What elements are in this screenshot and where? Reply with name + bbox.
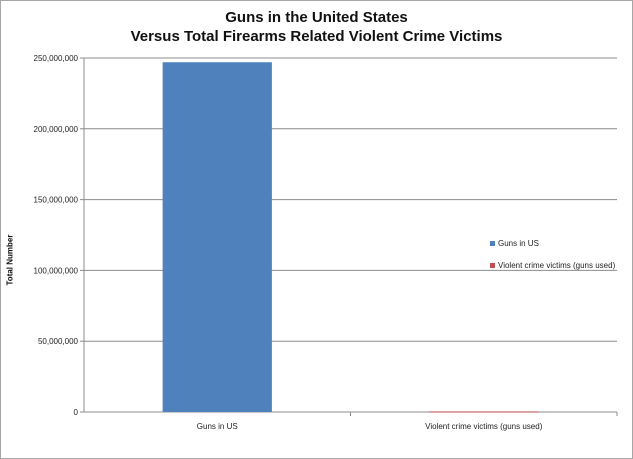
legend-swatch-crime [490,262,495,268]
y-tick-label: 250,000,000 [34,54,79,63]
bar-guns [162,62,272,413]
y-tick-label: 150,000,000 [34,196,79,205]
legend-item-guns: Guns in US [490,237,615,249]
x-tick-label: Guns in US [197,422,238,431]
bar-crime [429,411,539,413]
chart-title-line-2: Versus Total Firearms Related Violent Cr… [130,28,503,45]
y-tick-label: 100,000,000 [34,266,79,275]
chart-title-line-1: Guns in the United States [225,9,408,26]
legend-item-crime: Violent crime victims (guns used) [490,259,615,271]
legend: Guns in US Violent crime victims (guns u… [490,237,615,281]
x-tick-label: Violent crime victims (guns used) [425,422,543,431]
y-tick-label: 0 [74,408,79,417]
legend-label-crime: Violent crime victims (guns used) [498,260,616,270]
legend-swatch-guns [490,240,495,246]
legend-label-guns: Guns in US [498,238,539,248]
chart-title: Guns in the United States Versus Total F… [0,8,633,46]
y-tick-label: 50,000,000 [38,337,79,346]
y-tick-label: 200,000,000 [34,125,79,134]
